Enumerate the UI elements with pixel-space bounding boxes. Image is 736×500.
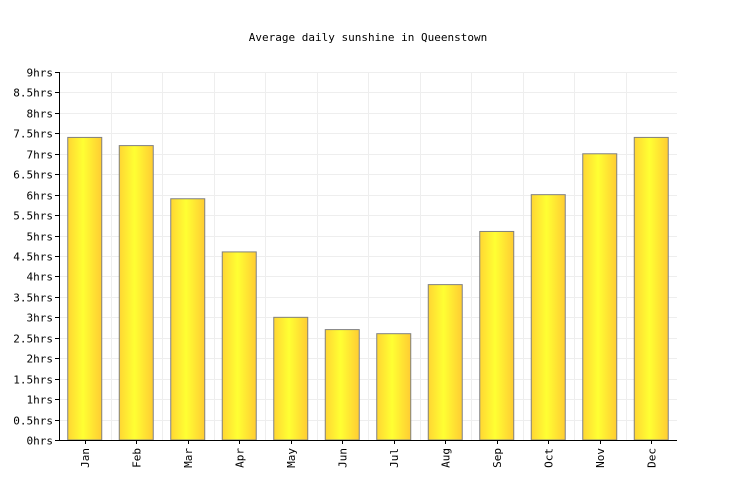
y-tick-label: 8.5hrs — [13, 87, 53, 100]
y-tick-label: 4.5hrs — [13, 251, 53, 264]
bar-nov — [582, 153, 618, 441]
x-tick-label: Oct — [542, 448, 555, 468]
x-tick-label: Mar — [182, 448, 195, 468]
bar-may — [273, 316, 309, 441]
y-tick-label: 5hrs — [27, 231, 54, 244]
grid-lines — [59, 72, 677, 440]
x-tick-labels: Jan Feb Mar Apr May Jun Jul Aug Sep Oct Nov Dec — [79, 440, 658, 468]
y-tick-label: 0.5hrs — [13, 415, 53, 428]
x-tick-label: Jul — [388, 448, 401, 468]
y-tick-labels: 0hrs 0.5hrs 1hrs 1.5hrs 2hrs 2.5hrs 3hrs 3.5hrs… — [13, 67, 59, 448]
y-tick-label: 3hrs — [27, 312, 54, 325]
bar-aug — [427, 284, 463, 441]
y-tick-label: 5.5hrs — [13, 210, 53, 223]
x-tick-label: Jan — [79, 448, 92, 468]
y-tick-label: 2hrs — [27, 353, 54, 366]
bar-feb — [118, 145, 154, 441]
x-tick-label: Sep — [491, 448, 504, 468]
y-tick-label: 8hrs — [27, 108, 54, 121]
y-tick-label: 6.5hrs — [13, 169, 53, 182]
x-tick-label: Dec — [645, 448, 658, 468]
y-tick-label: 4hrs — [27, 271, 54, 284]
x-tick-label: May — [285, 448, 298, 468]
bar-jun — [324, 329, 360, 441]
y-tick-label: 7.5hrs — [13, 128, 53, 141]
bar-jan — [67, 136, 103, 441]
x-tick-label: Jun — [336, 448, 349, 468]
chart-title: Average daily sunshine in Queenstown — [249, 31, 487, 44]
y-tick-label: 1.5hrs — [13, 374, 53, 387]
bar-dec — [633, 136, 669, 441]
bar-sep — [479, 230, 515, 441]
bar-jul — [376, 333, 412, 441]
y-tick-label: 7hrs — [27, 149, 54, 162]
axes — [59, 72, 677, 441]
bars — [67, 136, 669, 441]
y-tick-label: 1hrs — [27, 394, 54, 407]
bar-oct — [530, 194, 566, 441]
x-tick-label: Feb — [130, 448, 143, 468]
bar-apr — [221, 251, 257, 441]
y-tick-label: 2.5hrs — [13, 333, 53, 346]
y-tick-label: 9hrs — [27, 67, 54, 80]
y-tick-label: 3.5hrs — [13, 292, 53, 305]
x-tick-label: Apr — [233, 448, 246, 468]
x-tick-label: Aug — [439, 448, 452, 468]
x-tick-label: Nov — [594, 448, 607, 468]
y-tick-label: 6hrs — [27, 190, 54, 203]
bar-mar — [170, 198, 206, 441]
y-tick-label: 0hrs — [27, 435, 54, 448]
